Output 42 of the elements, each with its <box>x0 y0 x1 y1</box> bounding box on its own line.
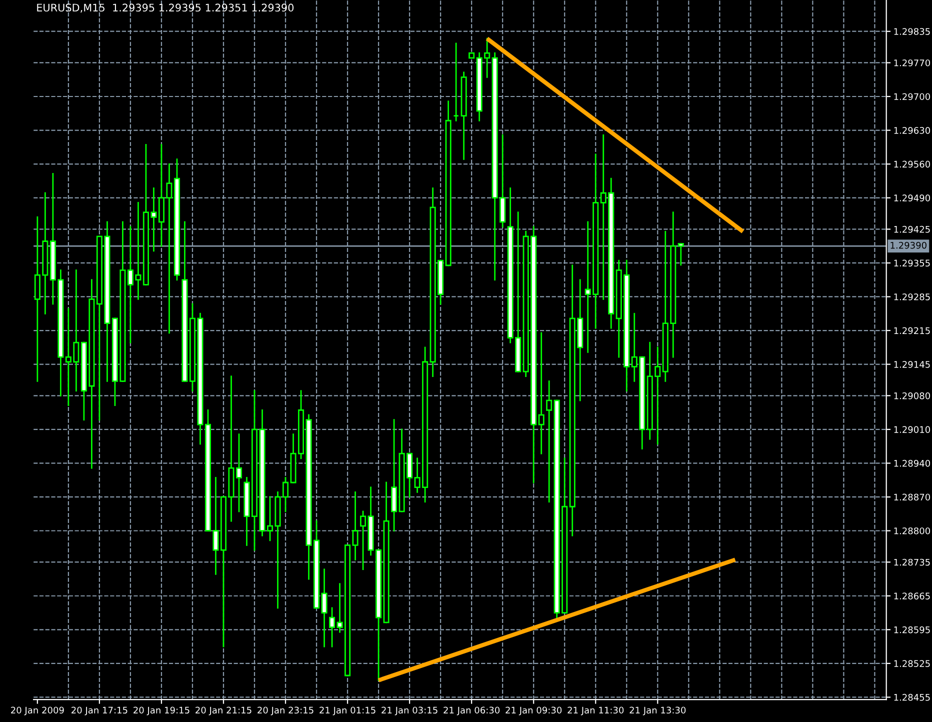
chart-title: EURUSD,M15 1.29395 1.29395 1.29351 1.29390 <box>37 4 294 13</box>
y-tick-label: 1.29630 <box>894 127 930 134</box>
y-tick-label: 1.28800 <box>894 527 930 534</box>
candlestick <box>360 510 366 570</box>
x-tick-label: 21 Jan 06:30 <box>444 706 500 716</box>
x-tick-label: 20 Jan 19:15 <box>134 706 190 716</box>
y-tick-label: 1.29835 <box>894 28 930 35</box>
y-tick-label: 1.28525 <box>894 660 930 667</box>
x-tick-label: 21 Jan 03:15 <box>382 706 438 716</box>
x-tick-label: 21 Jan 13:30 <box>630 706 686 716</box>
candlestick <box>321 568 328 648</box>
y-tick-label: 1.29215 <box>894 327 930 334</box>
candlestick <box>546 380 552 502</box>
y-tick-label: 1.29080 <box>894 392 930 400</box>
x-tick-label: 20 Jan 2009 <box>11 706 64 716</box>
x-tick-label: 20 Jan 23:15 <box>258 706 314 716</box>
x-tick-label: 21 Jan 11:30 <box>568 706 624 716</box>
candlestick <box>329 607 336 648</box>
y-tick-label: 1.29770 <box>894 59 930 66</box>
candlestick <box>453 42 460 122</box>
y-tick-label: 1.28455 <box>894 694 930 701</box>
ref-line-label: 1.29390 <box>890 242 926 249</box>
y-tick-label: 1.28735 <box>894 558 930 566</box>
y-tick-label: 1.28940 <box>894 460 930 467</box>
x-tick-label: 20 Jan 21:15 <box>196 706 252 716</box>
y-tick-label: 1.29425 <box>894 226 930 233</box>
y-tick-label: 1.29010 <box>894 426 930 433</box>
x-tick-label: 21 Jan 01:15 <box>320 706 376 716</box>
y-tick-label: 1.29285 <box>894 293 930 300</box>
y-tick-label: 1.29355 <box>894 260 930 267</box>
y-tick-label: 1.29145 <box>894 361 930 368</box>
y-tick-label: 1.28870 <box>894 494 930 501</box>
candlestick <box>678 242 684 266</box>
y-tick-label: 1.29700 <box>894 93 930 100</box>
x-tick-label: 21 Jan 09:30 <box>506 706 562 716</box>
y-tick-label: 1.28595 <box>894 626 930 634</box>
candlestick <box>352 491 358 560</box>
y-tick-label: 1.28665 <box>894 592 930 600</box>
x-tick-label: 20 Jan 17:15 <box>72 706 128 716</box>
y-tick-label: 1.29560 <box>894 160 930 168</box>
candlestick <box>538 332 544 454</box>
y-tick-label: 1.29490 <box>894 194 930 202</box>
